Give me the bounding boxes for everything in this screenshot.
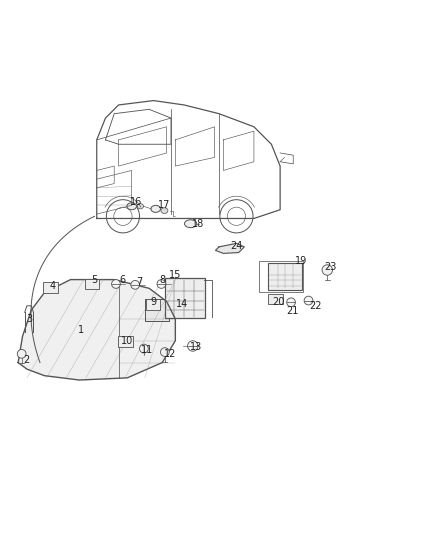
- FancyBboxPatch shape: [85, 279, 99, 289]
- Text: 7: 7: [136, 277, 143, 287]
- Ellipse shape: [138, 204, 144, 209]
- Text: 24: 24: [230, 240, 243, 251]
- Text: 13: 13: [190, 342, 202, 352]
- Text: 6: 6: [119, 276, 125, 286]
- FancyBboxPatch shape: [268, 294, 283, 304]
- Ellipse shape: [184, 220, 197, 228]
- Text: 23: 23: [324, 262, 336, 272]
- Circle shape: [304, 296, 313, 305]
- Ellipse shape: [127, 203, 137, 210]
- Text: 3: 3: [26, 314, 32, 324]
- Circle shape: [131, 280, 140, 289]
- Circle shape: [322, 265, 332, 275]
- Text: 19: 19: [295, 256, 307, 266]
- Ellipse shape: [151, 205, 160, 212]
- Circle shape: [187, 341, 198, 351]
- Circle shape: [140, 344, 148, 353]
- Text: 18: 18: [192, 219, 205, 229]
- Text: 2: 2: [23, 356, 29, 365]
- Polygon shape: [215, 244, 244, 253]
- Text: 10: 10: [121, 336, 134, 346]
- Text: 5: 5: [92, 276, 98, 286]
- FancyBboxPatch shape: [118, 336, 133, 348]
- Text: 1: 1: [78, 325, 85, 335]
- Circle shape: [17, 350, 26, 358]
- Text: 12: 12: [164, 349, 176, 359]
- FancyBboxPatch shape: [146, 299, 159, 310]
- Text: 17: 17: [158, 200, 171, 211]
- Text: 9: 9: [150, 297, 156, 308]
- Text: 22: 22: [309, 301, 321, 311]
- Text: 20: 20: [272, 297, 285, 308]
- FancyBboxPatch shape: [268, 263, 302, 289]
- Text: 14: 14: [176, 298, 188, 309]
- FancyBboxPatch shape: [43, 282, 58, 293]
- Text: 8: 8: [159, 276, 165, 286]
- Text: 4: 4: [50, 281, 56, 291]
- Circle shape: [160, 348, 169, 357]
- Text: 15: 15: [169, 270, 181, 280]
- Circle shape: [287, 298, 295, 306]
- Polygon shape: [18, 280, 175, 380]
- FancyBboxPatch shape: [145, 299, 169, 321]
- Circle shape: [157, 280, 166, 288]
- Text: 11: 11: [141, 345, 153, 356]
- Text: 21: 21: [286, 306, 299, 316]
- Ellipse shape: [161, 208, 168, 213]
- Circle shape: [112, 280, 120, 288]
- FancyBboxPatch shape: [165, 278, 205, 318]
- Text: 16: 16: [130, 197, 142, 207]
